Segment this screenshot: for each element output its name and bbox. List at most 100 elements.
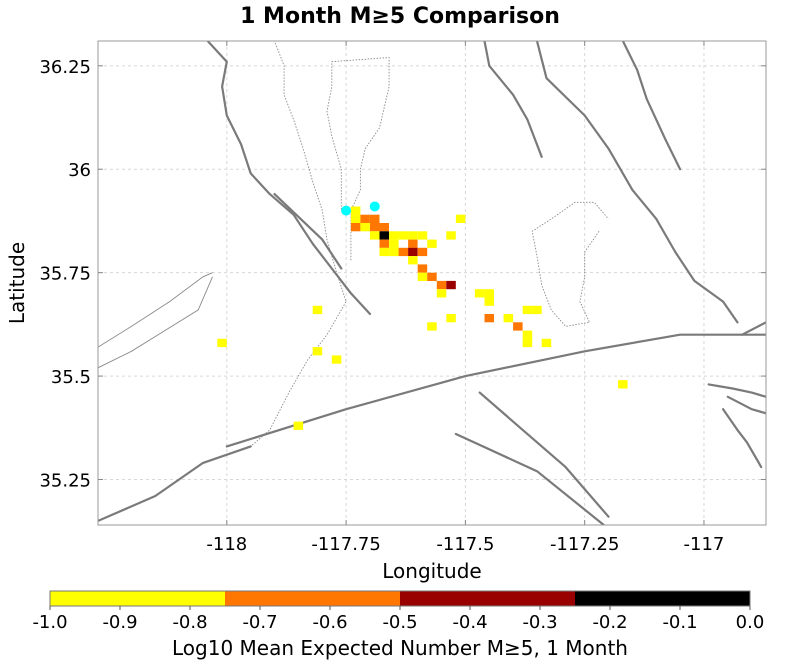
- colorbar-tick-label: -0.5: [382, 612, 417, 633]
- forecast-cell: [350, 206, 361, 215]
- forecast-cell: [484, 314, 494, 323]
- forecast-cell: [503, 314, 514, 323]
- forecast-cell: [360, 214, 370, 223]
- x-tick-label: -118: [206, 534, 247, 555]
- colorbar-bin: [225, 591, 400, 606]
- x-tick-label: -117.75: [311, 534, 380, 555]
- x-axis-label: Longitude: [382, 559, 481, 583]
- x-axis-ticks: -118 -117.75 -117.5 -117.25 -117: [206, 41, 724, 555]
- colorbar: [49, 590, 751, 607]
- colorbar-tick-label: 0.0: [736, 612, 765, 633]
- x-tick-label: -117.5: [436, 534, 494, 555]
- forecast-cell: [350, 214, 361, 223]
- fault-trace: [454, 432, 605, 525]
- fault-trace: [225, 333, 766, 448]
- y-tick-label: 35.25: [39, 470, 91, 491]
- forecast-cell: [379, 247, 389, 257]
- y-tick-label: 35.75: [39, 264, 91, 285]
- forecast-cell: [379, 223, 389, 232]
- y-axis-label: Latitude: [5, 242, 29, 324]
- forecast-cell: [312, 305, 323, 315]
- forecast-cell: [389, 247, 399, 257]
- forecast-cell: [474, 289, 485, 298]
- event-marker: [341, 205, 352, 216]
- forecast-cell: [350, 223, 361, 232]
- fault-trace: [740, 321, 766, 336]
- colorbar-tick-label: -1.0: [32, 612, 67, 633]
- forecast-cell: [446, 231, 456, 240]
- dip-zone-outline: [531, 201, 609, 327]
- colorbar-tick-label: -0.1: [662, 612, 697, 633]
- chart-title: 1 Month M≥5 Comparison: [240, 4, 560, 29]
- x-tick-label: -117: [684, 534, 725, 555]
- forecast-cell: [370, 223, 380, 232]
- forecast-cell: [427, 322, 437, 331]
- fault-trace: [535, 41, 739, 324]
- forecast-cell: [408, 231, 418, 240]
- y-axis-ticks: 36.25 36 35.75 35.5 35.25: [39, 57, 766, 491]
- event-marker: [369, 201, 380, 212]
- forecast-cell: [331, 355, 342, 364]
- forecast-cell: [417, 247, 428, 257]
- forecast-cell: [532, 305, 542, 315]
- colorbar-label: Log10 Mean Expected Number M≥5, 1 Month: [172, 636, 628, 660]
- y-tick-label: 36: [68, 160, 91, 181]
- colorbar-tick-label: -0.8: [172, 612, 207, 633]
- colorbar-ticks: -1.0 -0.9 -0.8 -0.7 -0.6 -0.5 -0.4 -0.3 -0.2 -0.1…: [32, 606, 764, 633]
- fault-trace: [726, 395, 766, 415]
- forecast-cell: [408, 247, 418, 257]
- forecast-cell: [455, 214, 466, 223]
- forecast-cell: [436, 280, 447, 290]
- event-markers: [341, 201, 380, 216]
- forecast-cell: [293, 421, 304, 430]
- forecast-cell: [618, 380, 628, 389]
- forecast-cell: [417, 231, 428, 240]
- forecast-cell: [408, 256, 418, 265]
- forecast-cell: [541, 338, 552, 348]
- y-tick-label: 35.5: [51, 367, 91, 388]
- fault-trace: [721, 408, 763, 469]
- forecast-cell: [446, 280, 456, 290]
- colorbar-bin: [400, 591, 575, 606]
- forecast-cell: [370, 231, 380, 240]
- y-tick-label: 36.25: [39, 57, 91, 78]
- colorbar-tick-label: -0.6: [312, 612, 347, 633]
- forecast-cell: [417, 272, 428, 281]
- forecast-cell: [398, 231, 409, 240]
- x-tick-label: -117.25: [550, 534, 619, 555]
- colorbar-bin: [50, 591, 225, 606]
- forecast-cell: [513, 322, 523, 331]
- forecast-cell: [446, 314, 456, 323]
- forecast-cell: [217, 338, 227, 348]
- forecast-cell: [379, 231, 389, 240]
- thin-fault-line: [98, 276, 213, 369]
- forecast-cell: [360, 223, 370, 232]
- plot-frame: [97, 40, 767, 526]
- forecast-cell: [522, 305, 533, 315]
- forecast-cell: [522, 330, 533, 339]
- fault-traces: [98, 41, 766, 525]
- fault-trace: [621, 41, 682, 171]
- forecast-cell: [427, 272, 437, 281]
- thin-fault-line: [98, 272, 213, 348]
- forecast-cells: [217, 206, 628, 430]
- forecast-cell: [408, 239, 418, 248]
- forecast-cell: [312, 347, 323, 356]
- colorbar-tick-label: -0.4: [452, 612, 487, 633]
- fault-trace: [98, 445, 252, 523]
- forecast-cell: [370, 214, 380, 223]
- dip-zone-outline: [326, 57, 390, 261]
- forecast-cell: [379, 239, 389, 248]
- forecast-cell: [484, 297, 494, 306]
- dip-zone-outline: [207, 41, 347, 447]
- colorbar-tick-label: -0.9: [102, 612, 137, 633]
- fault-trace: [206, 41, 372, 316]
- forecast-cell: [427, 239, 437, 248]
- gridlines: [98, 41, 766, 525]
- fault-trace: [273, 193, 343, 270]
- colorbar-tick-label: -0.3: [522, 612, 557, 633]
- forecast-cell: [389, 239, 399, 248]
- fault-dip-zones: [98, 41, 609, 447]
- fault-trace: [478, 391, 610, 518]
